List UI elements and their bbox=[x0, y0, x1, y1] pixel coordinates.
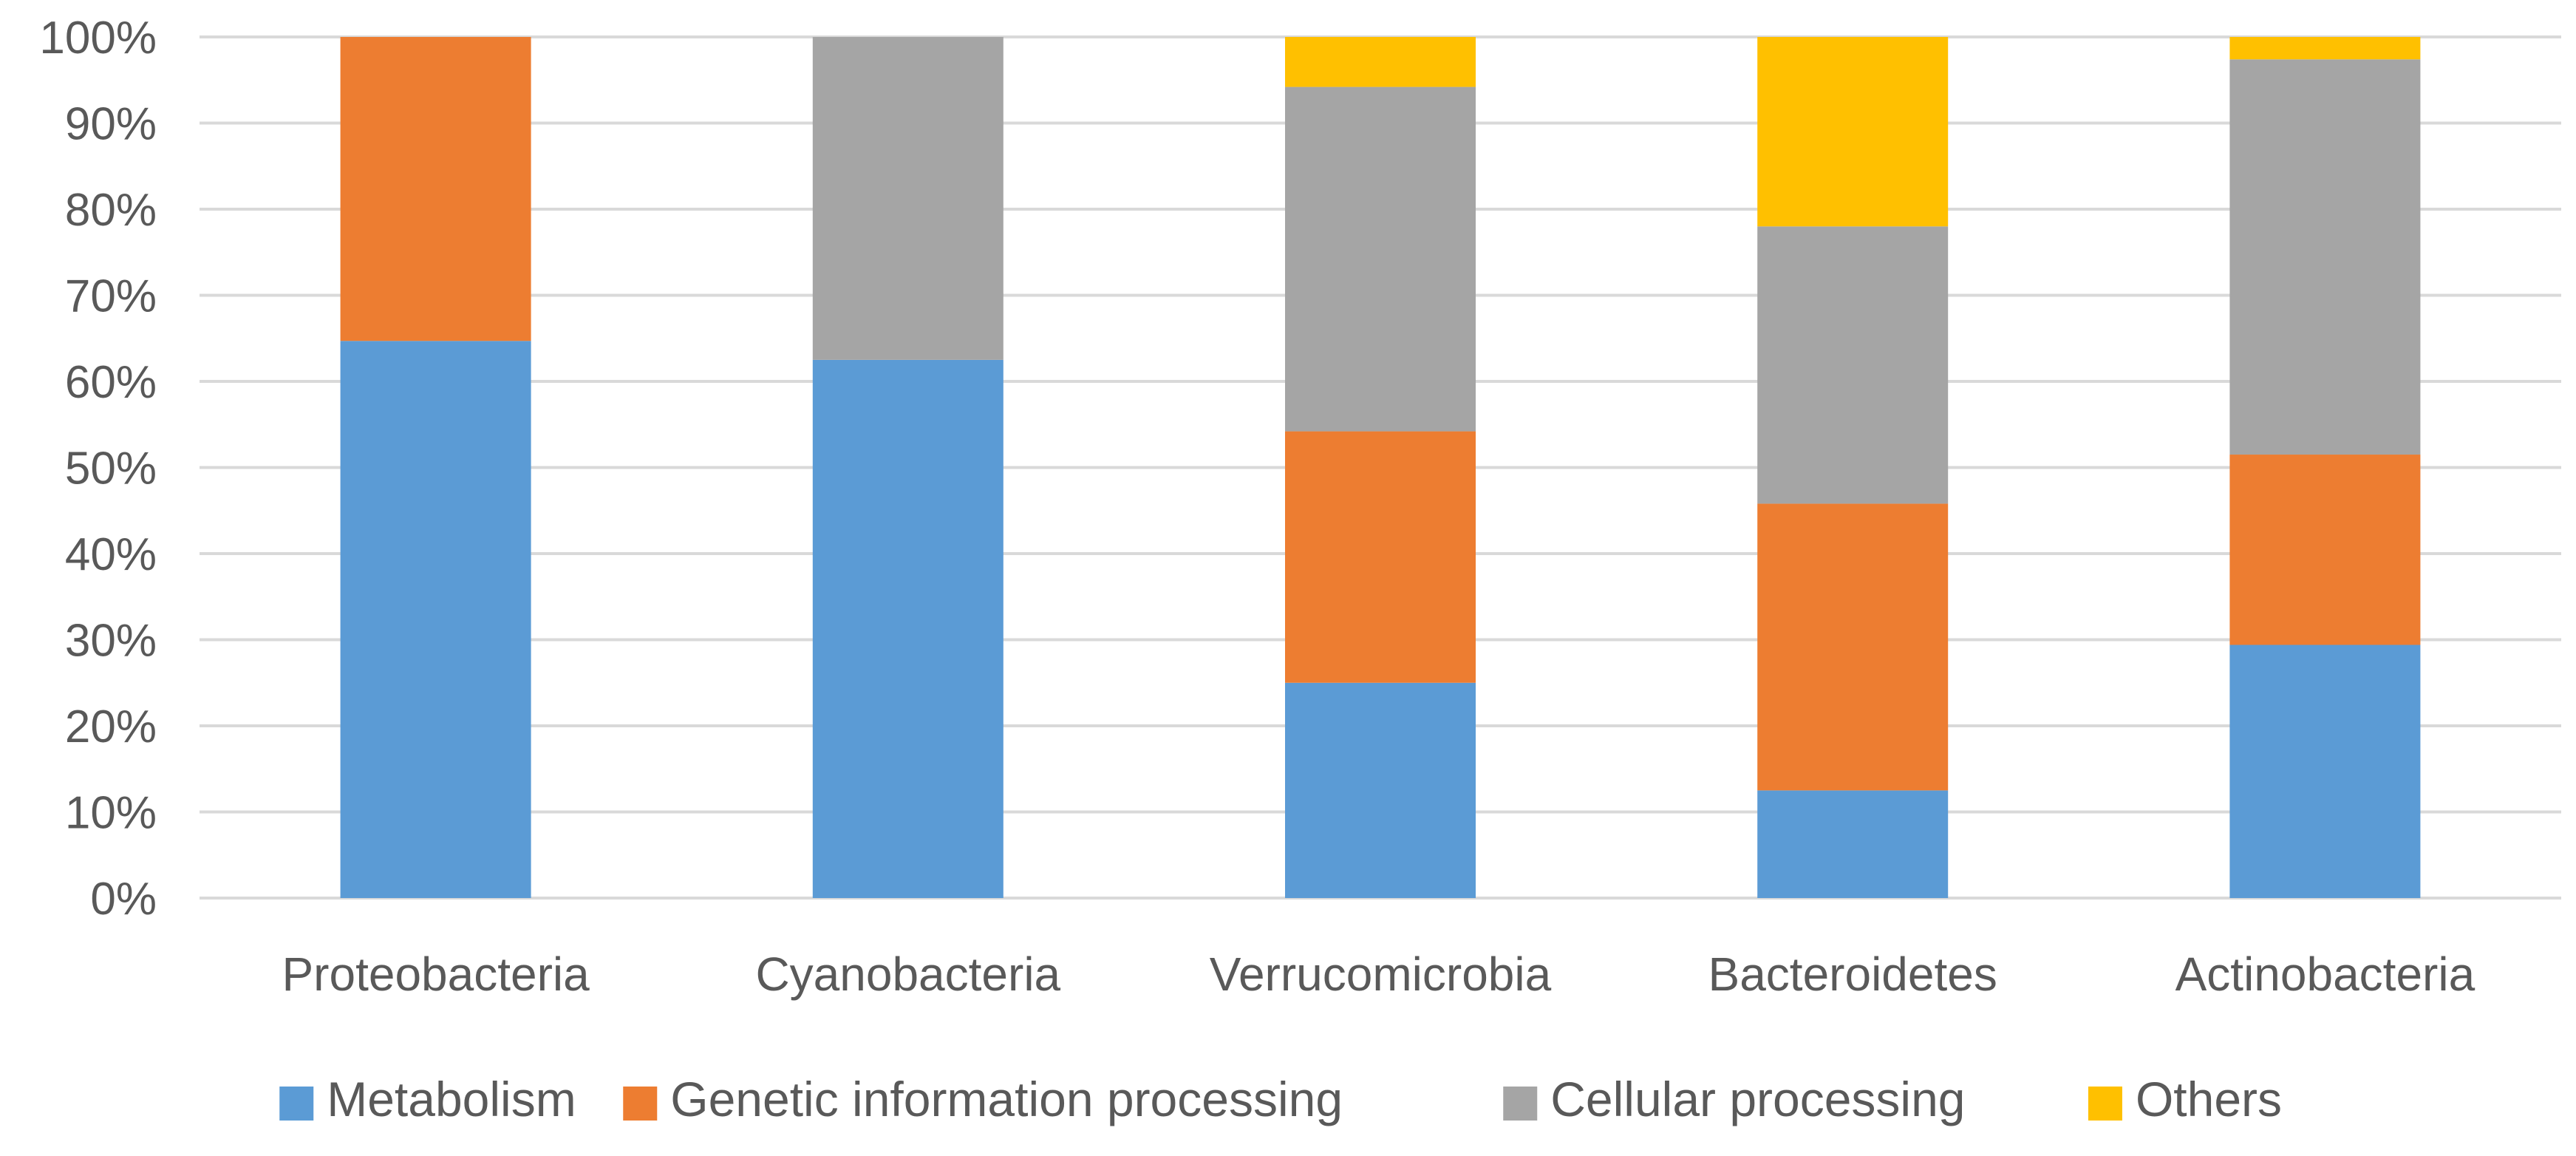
y-axis-tick-labels: 0% 10% 20% 30% 40% 50% 60% 70% 80% 90% 100% bbox=[39, 13, 157, 925]
bar-actinobacteria-others bbox=[2229, 37, 2421, 60]
bar-proteobacteria-metabolism bbox=[340, 341, 531, 898]
legend-label-others: Others bbox=[2136, 1072, 2282, 1126]
bar-actinobacteria-cellular-processing bbox=[2229, 59, 2421, 455]
y-tick-label: 30% bbox=[65, 616, 157, 667]
bar-verrucomicrobia-metabolism bbox=[1285, 682, 1476, 898]
bar-actinobacteria-genetic-information-processing bbox=[2229, 455, 2421, 645]
bar-bacteroidetes-others bbox=[1757, 37, 1949, 227]
y-tick-label: 40% bbox=[65, 529, 157, 580]
bar-actinobacteria-metabolism bbox=[2229, 645, 2421, 898]
bar-cyanobacteria-metabolism bbox=[812, 359, 1004, 898]
y-tick-label: 100% bbox=[39, 13, 157, 64]
legend-swatch-cellular-processing bbox=[1503, 1087, 1538, 1121]
bar-verrucomicrobia-genetic-information-processing bbox=[1285, 431, 1476, 683]
y-tick-label: 20% bbox=[65, 701, 157, 752]
bar-cyanobacteria-cellular-processing bbox=[812, 37, 1004, 360]
bar-verrucomicrobia-cellular-processing bbox=[1285, 86, 1476, 432]
x-axis-tick-labels: Proteobacteria Cyanobacteria Verrucomicrob… bbox=[282, 948, 2475, 1001]
y-tick-label: 80% bbox=[65, 185, 157, 236]
y-tick-label: 70% bbox=[65, 271, 157, 322]
y-tick-label: 10% bbox=[65, 788, 157, 839]
y-tick-label: 60% bbox=[65, 357, 157, 408]
x-tick-label-bacteroidetes: Bacteroidetes bbox=[1708, 948, 1997, 1001]
legend: Metabolism Genetic information processing… bbox=[279, 1072, 2282, 1126]
y-tick-label: 90% bbox=[65, 99, 157, 150]
legend-item-metabolism: Metabolism bbox=[279, 1072, 576, 1126]
legend-item-others: Others bbox=[2088, 1072, 2282, 1126]
bar-bacteroidetes-cellular-processing bbox=[1757, 226, 1949, 504]
legend-label-metabolism: Metabolism bbox=[327, 1072, 576, 1126]
bar-bacteroidetes-metabolism bbox=[1757, 790, 1949, 898]
bars bbox=[340, 37, 2421, 898]
bar-proteobacteria-genetic-information-processing bbox=[340, 37, 531, 341]
legend-label-genetic-information-processing: Genetic information processing bbox=[670, 1072, 1343, 1126]
legend-swatch-genetic-information-processing bbox=[623, 1087, 658, 1121]
legend-item-cellular-processing: Cellular processing bbox=[1503, 1072, 1966, 1126]
y-tick-label: 0% bbox=[90, 874, 157, 925]
x-tick-label-verrucomicrobia: Verrucomicrobia bbox=[1210, 948, 1552, 1001]
legend-swatch-metabolism bbox=[279, 1087, 314, 1121]
legend-swatch-others bbox=[2088, 1087, 2122, 1121]
bar-verrucomicrobia-others bbox=[1285, 37, 1476, 87]
bar-bacteroidetes-genetic-information-processing bbox=[1757, 503, 1949, 791]
x-tick-label-cyanobacteria: Cyanobacteria bbox=[755, 948, 1060, 1001]
x-tick-label-proteobacteria: Proteobacteria bbox=[282, 948, 590, 1001]
legend-label-cellular-processing: Cellular processing bbox=[1550, 1072, 1965, 1126]
y-tick-label: 50% bbox=[65, 443, 157, 494]
x-tick-label-actinobacteria: Actinobacteria bbox=[2175, 948, 2476, 1001]
legend-item-genetic-information-processing: Genetic information processing bbox=[623, 1072, 1343, 1126]
